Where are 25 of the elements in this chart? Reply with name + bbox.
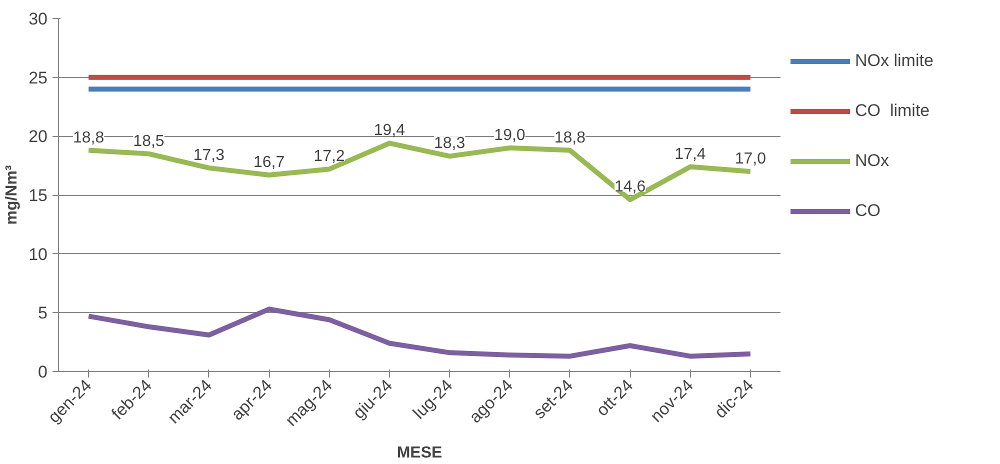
y-tick-label: 10 [28,244,48,264]
y-tick-label: 15 [28,186,48,205]
y-tick-label: 20 [28,127,48,146]
data-label: 17,3 [193,146,225,164]
data-label: 17,0 [734,150,766,168]
legend-label: CO [855,201,882,221]
y-tick-label: 5 [38,304,48,323]
data-label: 16,7 [254,154,285,171]
legend-label: NOx [855,151,890,171]
data-label: 18,3 [434,135,466,152]
data-label: 17,4 [674,146,706,163]
data-label: 17,2 [314,148,345,166]
data-label: 14,6 [614,178,646,196]
data-label: 19,0 [494,126,526,144]
data-label: 18,5 [133,132,164,150]
data-label: 18,8 [554,129,586,146]
data-label: 18,8 [73,129,104,146]
legend-label: NOx limite [855,51,934,71]
y-axis-title: mg/Nm³ [4,165,21,225]
legend-label: CO limite [855,101,931,121]
y-tick-label: 30 [28,10,48,28]
y-tick-label: 0 [38,362,48,382]
y-tick-label: 25 [28,68,48,88]
x-axis-title: MESE [396,444,442,462]
data-label: 19,4 [374,122,406,140]
